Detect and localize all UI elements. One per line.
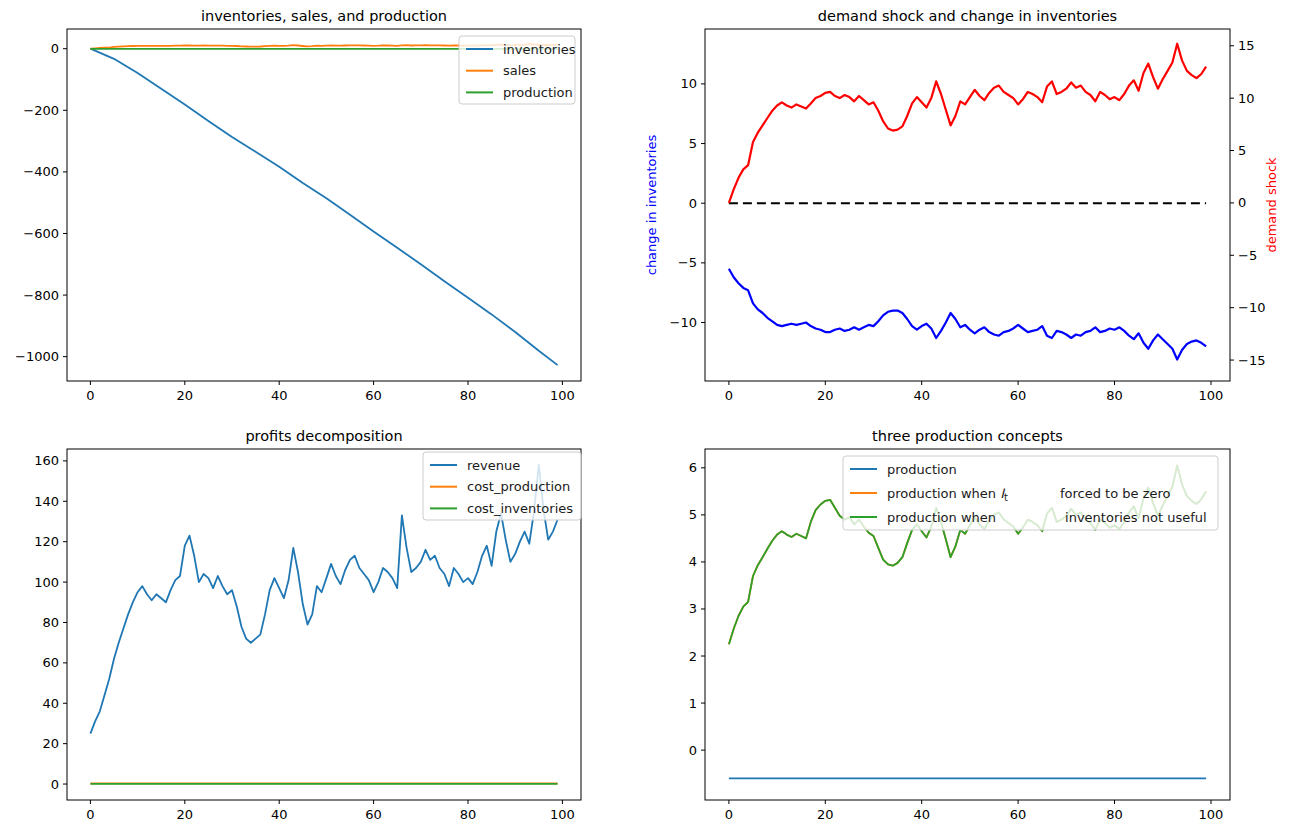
subplot-demand-shock-and-change-in-inventories: 0 20 40 60 80 100 10 5 0 −5 −10 15 10 5 0 −5 −10 −15 chang…	[644, 8, 1279, 403]
x-tick-label: 80	[1106, 388, 1123, 403]
x-tick-label: 60	[1010, 807, 1027, 822]
y-tick-label: −200	[23, 103, 59, 118]
y-tick-label: 0	[689, 196, 697, 211]
y-tick-label: 0	[689, 743, 697, 758]
y-tick-right-label: 0	[1238, 195, 1246, 210]
chart-title: demand shock and change in inventories	[818, 8, 1117, 24]
y-tick-label: −400	[23, 164, 59, 179]
y-tick-right-label: −15	[1238, 353, 1265, 368]
y-tick-label: 80	[42, 615, 59, 630]
x-tick-label: 40	[913, 388, 930, 403]
series-line-change-in-inventories	[729, 269, 1206, 360]
x-tick-label: 20	[177, 807, 194, 822]
x-tick-label: 20	[817, 388, 834, 403]
chart-title: profits decomposition	[245, 428, 402, 444]
y-tick-label: 20	[42, 736, 59, 751]
matplotlib-figure: 0204060801000−200−400−600−800−1000invent…	[0, 0, 1297, 834]
x-tick-label: 80	[460, 388, 477, 403]
y-tick-label: 0	[51, 777, 59, 792]
x-tick-label: 0	[86, 388, 94, 403]
y-axis-label-right: demand shock	[1264, 157, 1279, 253]
subplot-inventories-sales-production: 0 20 40 60 80 100 0 −200 −400 −600 −800 −1000 invent…	[15, 8, 581, 403]
x-tick-label: 80	[1106, 807, 1123, 822]
y-tick-label: 40	[42, 696, 59, 711]
legend-label: revenue	[467, 458, 520, 473]
y-tick-label: 140	[34, 494, 59, 509]
y-tick-label: 5	[689, 507, 697, 522]
y-tick-label: −10	[670, 315, 697, 330]
x-tick-label: 100	[550, 388, 575, 403]
x-tick-label: 60	[365, 807, 382, 822]
x-tick-label: 100	[550, 807, 575, 822]
y-tick-label: −800	[23, 288, 59, 303]
y-tick-right-label: −5	[1238, 248, 1257, 263]
subplot-three-production-concepts: 0 20 40 60 80 100 6 5 4 3 2 1 0 three production conc…	[689, 428, 1230, 822]
x-tick-label: 0	[725, 388, 733, 403]
x-tick-label: 100	[1199, 807, 1224, 822]
x-tick-label: 40	[913, 807, 930, 822]
y-tick-label: 100	[34, 575, 59, 590]
chart-title: inventories, sales, and production	[201, 8, 447, 24]
x-tick-label: 80	[460, 807, 477, 822]
x-tick-label: 40	[271, 807, 288, 822]
y-tick-label: 1	[689, 696, 697, 711]
x-tick-label: 40	[271, 388, 288, 403]
y-tick-right-label: 15	[1238, 38, 1255, 53]
y-tick-label: 3	[689, 601, 697, 616]
y-tick-label: 4	[689, 554, 697, 569]
y-tick-label: 120	[34, 534, 59, 549]
legend-label: cost_production	[467, 479, 570, 494]
y-tick-label: −600	[23, 226, 59, 241]
y-tick-right-label: −10	[1238, 300, 1265, 315]
x-tick-label: 60	[365, 388, 382, 403]
y-tick-label: 5	[689, 136, 697, 151]
y-axis-label-left: change in inventories	[644, 135, 659, 276]
x-tick-label: 60	[1010, 388, 1027, 403]
y-tick-right-label: 5	[1238, 143, 1246, 158]
y-tick-label: 6	[689, 460, 697, 475]
legend-label: production	[503, 85, 573, 100]
x-tick-label: 20	[177, 388, 194, 403]
x-tick-label: 0	[725, 807, 733, 822]
x-tick-label: 0	[86, 807, 94, 822]
y-tick-label: −1000	[15, 349, 59, 364]
subplot-profits-decomposition: 0 20 40 60 80 100 160 140 120 100 80 60 40 20 0 profits…	[34, 428, 581, 822]
legend-label: sales	[503, 63, 536, 78]
x-tick-label: 20	[817, 807, 834, 822]
y-tick-label: 0	[51, 41, 59, 56]
legend-label: production	[887, 462, 957, 477]
chart-title: three production concepts	[872, 428, 1063, 444]
y-tick-label: 60	[42, 655, 59, 670]
figure-canvas: 0204060801000−200−400−600−800−1000invent…	[0, 0, 1297, 834]
legend-label: inventories	[503, 42, 576, 57]
legend-label: cost_inventories	[467, 501, 573, 516]
y-tick-label: 10	[680, 76, 697, 91]
y-tick-label: −5	[678, 255, 697, 270]
series-line-demand-shock	[729, 44, 1206, 203]
y-tick-label: 2	[689, 649, 697, 664]
x-tick-label: 100	[1199, 388, 1224, 403]
y-tick-right-label: 10	[1238, 91, 1255, 106]
y-tick-label: 160	[34, 453, 59, 468]
